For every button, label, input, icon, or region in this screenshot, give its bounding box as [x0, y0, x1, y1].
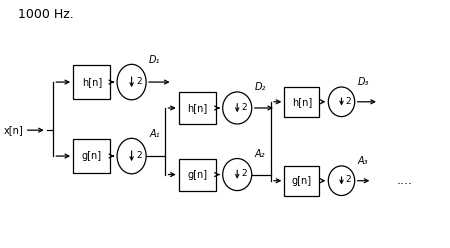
- Text: g[n]: g[n]: [292, 176, 312, 186]
- FancyBboxPatch shape: [73, 139, 111, 173]
- Ellipse shape: [117, 64, 146, 100]
- Text: D₃: D₃: [358, 77, 369, 87]
- Ellipse shape: [328, 87, 355, 117]
- FancyBboxPatch shape: [284, 87, 319, 117]
- FancyBboxPatch shape: [179, 158, 216, 190]
- Text: ....: ....: [396, 174, 413, 187]
- FancyBboxPatch shape: [284, 166, 319, 195]
- Text: A₁: A₁: [149, 129, 160, 139]
- Text: h[n]: h[n]: [292, 97, 312, 107]
- Text: 2: 2: [346, 176, 351, 185]
- Ellipse shape: [223, 158, 252, 190]
- Text: 2: 2: [242, 169, 247, 178]
- Text: A₃: A₃: [358, 156, 368, 166]
- Text: g[n]: g[n]: [82, 151, 102, 161]
- Text: D₂: D₂: [255, 82, 266, 92]
- Text: 2: 2: [242, 103, 247, 112]
- Text: D₁: D₁: [149, 55, 161, 65]
- Text: h[n]: h[n]: [187, 103, 207, 113]
- Ellipse shape: [117, 138, 146, 174]
- Text: 1000 Hz.: 1000 Hz.: [18, 8, 74, 21]
- Ellipse shape: [328, 166, 355, 195]
- Ellipse shape: [223, 92, 252, 124]
- Text: g[n]: g[n]: [187, 170, 207, 180]
- Text: x[n]: x[n]: [4, 125, 23, 135]
- Text: A₂: A₂: [255, 149, 266, 158]
- Text: 2: 2: [346, 96, 351, 106]
- Text: 2: 2: [136, 77, 142, 86]
- Text: h[n]: h[n]: [81, 77, 102, 87]
- Text: 2: 2: [136, 151, 142, 160]
- FancyBboxPatch shape: [73, 65, 111, 99]
- FancyBboxPatch shape: [179, 92, 216, 124]
